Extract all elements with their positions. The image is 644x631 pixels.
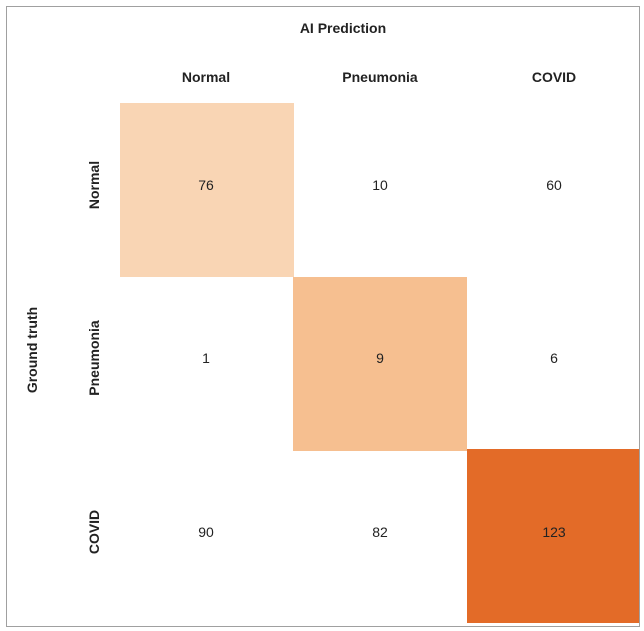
cell-value-pneumonia-covid: 6	[550, 350, 558, 366]
chart-title: AI Prediction	[300, 20, 386, 36]
confusion-matrix-chart: AI Prediction Ground truth Normal Pneumon…	[24, 20, 639, 623]
column-header-covid: COVID	[532, 69, 576, 85]
cell-value-normal-normal: 76	[198, 177, 214, 193]
cell-value-covid-covid: 123	[542, 524, 566, 540]
cell-value-covid-pneumonia: 82	[372, 524, 388, 540]
cell-value-pneumonia-pneumonia: 9	[376, 350, 384, 366]
row-header-covid: COVID	[86, 510, 102, 554]
row-header-pneumonia: Pneumonia	[86, 320, 102, 396]
diagonal-cell-pneumonia	[293, 277, 467, 451]
column-header-normal: Normal	[182, 69, 230, 85]
confusion-matrix-frame: AI Prediction Ground truth Normal Pneumon…	[6, 6, 640, 627]
diagonal-cell-covid	[467, 449, 639, 623]
row-header-normal: Normal	[86, 161, 102, 209]
column-header-pneumonia: Pneumonia	[342, 69, 418, 85]
diagonal-cell-normal	[120, 103, 294, 277]
cell-value-normal-covid: 60	[546, 177, 562, 193]
cell-value-covid-normal: 90	[198, 524, 214, 540]
y-axis-label: Ground truth	[24, 307, 40, 393]
cell-value-pneumonia-normal: 1	[202, 350, 210, 366]
cell-value-normal-pneumonia: 10	[372, 177, 388, 193]
